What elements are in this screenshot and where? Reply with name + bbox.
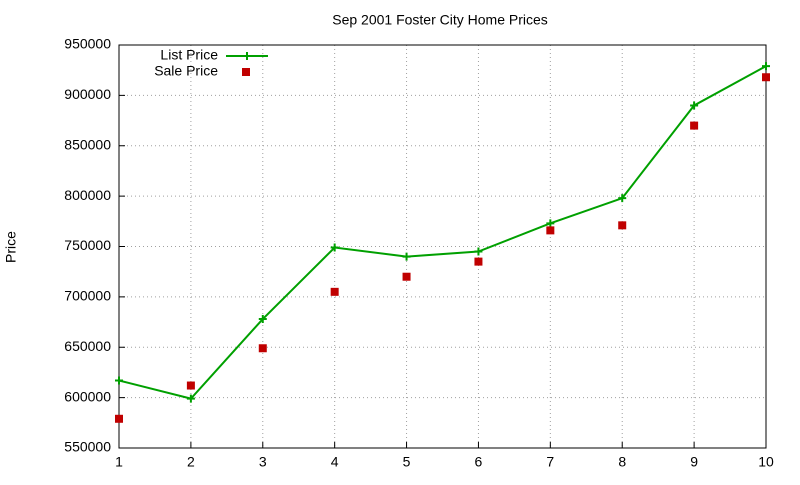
chart-title: Sep 2001 Foster City Home Prices xyxy=(332,12,548,28)
x-tick-label: 9 xyxy=(690,454,698,470)
y-axis-label: Price xyxy=(3,231,19,263)
point xyxy=(115,376,123,385)
point xyxy=(330,243,339,252)
y-tick-label: 550000 xyxy=(64,439,111,455)
point xyxy=(402,272,411,281)
point xyxy=(186,394,195,403)
point xyxy=(330,287,339,296)
legend-swatch xyxy=(242,68,250,76)
x-tick-label: 5 xyxy=(403,454,411,470)
y-tick-label: 750000 xyxy=(64,237,111,253)
point xyxy=(186,381,195,390)
point xyxy=(762,62,770,71)
point xyxy=(546,226,555,235)
point xyxy=(474,257,483,266)
y-tick-label: 700000 xyxy=(64,288,111,304)
x-tick-label: 4 xyxy=(331,454,339,470)
point xyxy=(402,252,411,261)
x-tick-label: 3 xyxy=(259,454,267,470)
point xyxy=(690,101,699,110)
point xyxy=(618,221,627,230)
series-line xyxy=(118,65,767,400)
plot-frame xyxy=(118,44,767,449)
y-tick-label: 950000 xyxy=(64,36,111,52)
y-tick-label: 800000 xyxy=(64,187,111,203)
legend-label: Sale Price xyxy=(154,63,218,79)
legend-label: List Price xyxy=(160,47,218,63)
x-tick-label: 7 xyxy=(546,454,554,470)
x-tick-label: 1 xyxy=(115,454,123,470)
point xyxy=(115,414,123,423)
y-tick-label: 850000 xyxy=(64,136,111,152)
x-tick-label: 10 xyxy=(758,454,774,470)
x-tick-label: 2 xyxy=(187,454,195,470)
point xyxy=(258,344,267,353)
y-tick-label: 600000 xyxy=(64,388,111,404)
point xyxy=(690,121,699,130)
y-tick-label: 900000 xyxy=(64,86,111,102)
legend-swatch xyxy=(243,52,251,60)
y-tick-label: 650000 xyxy=(64,338,111,354)
point xyxy=(258,315,267,324)
x-tick-label: 8 xyxy=(618,454,626,470)
point xyxy=(762,73,770,82)
point xyxy=(474,247,483,256)
point xyxy=(618,194,627,203)
x-tick-label: 6 xyxy=(475,454,483,470)
point xyxy=(546,219,555,228)
